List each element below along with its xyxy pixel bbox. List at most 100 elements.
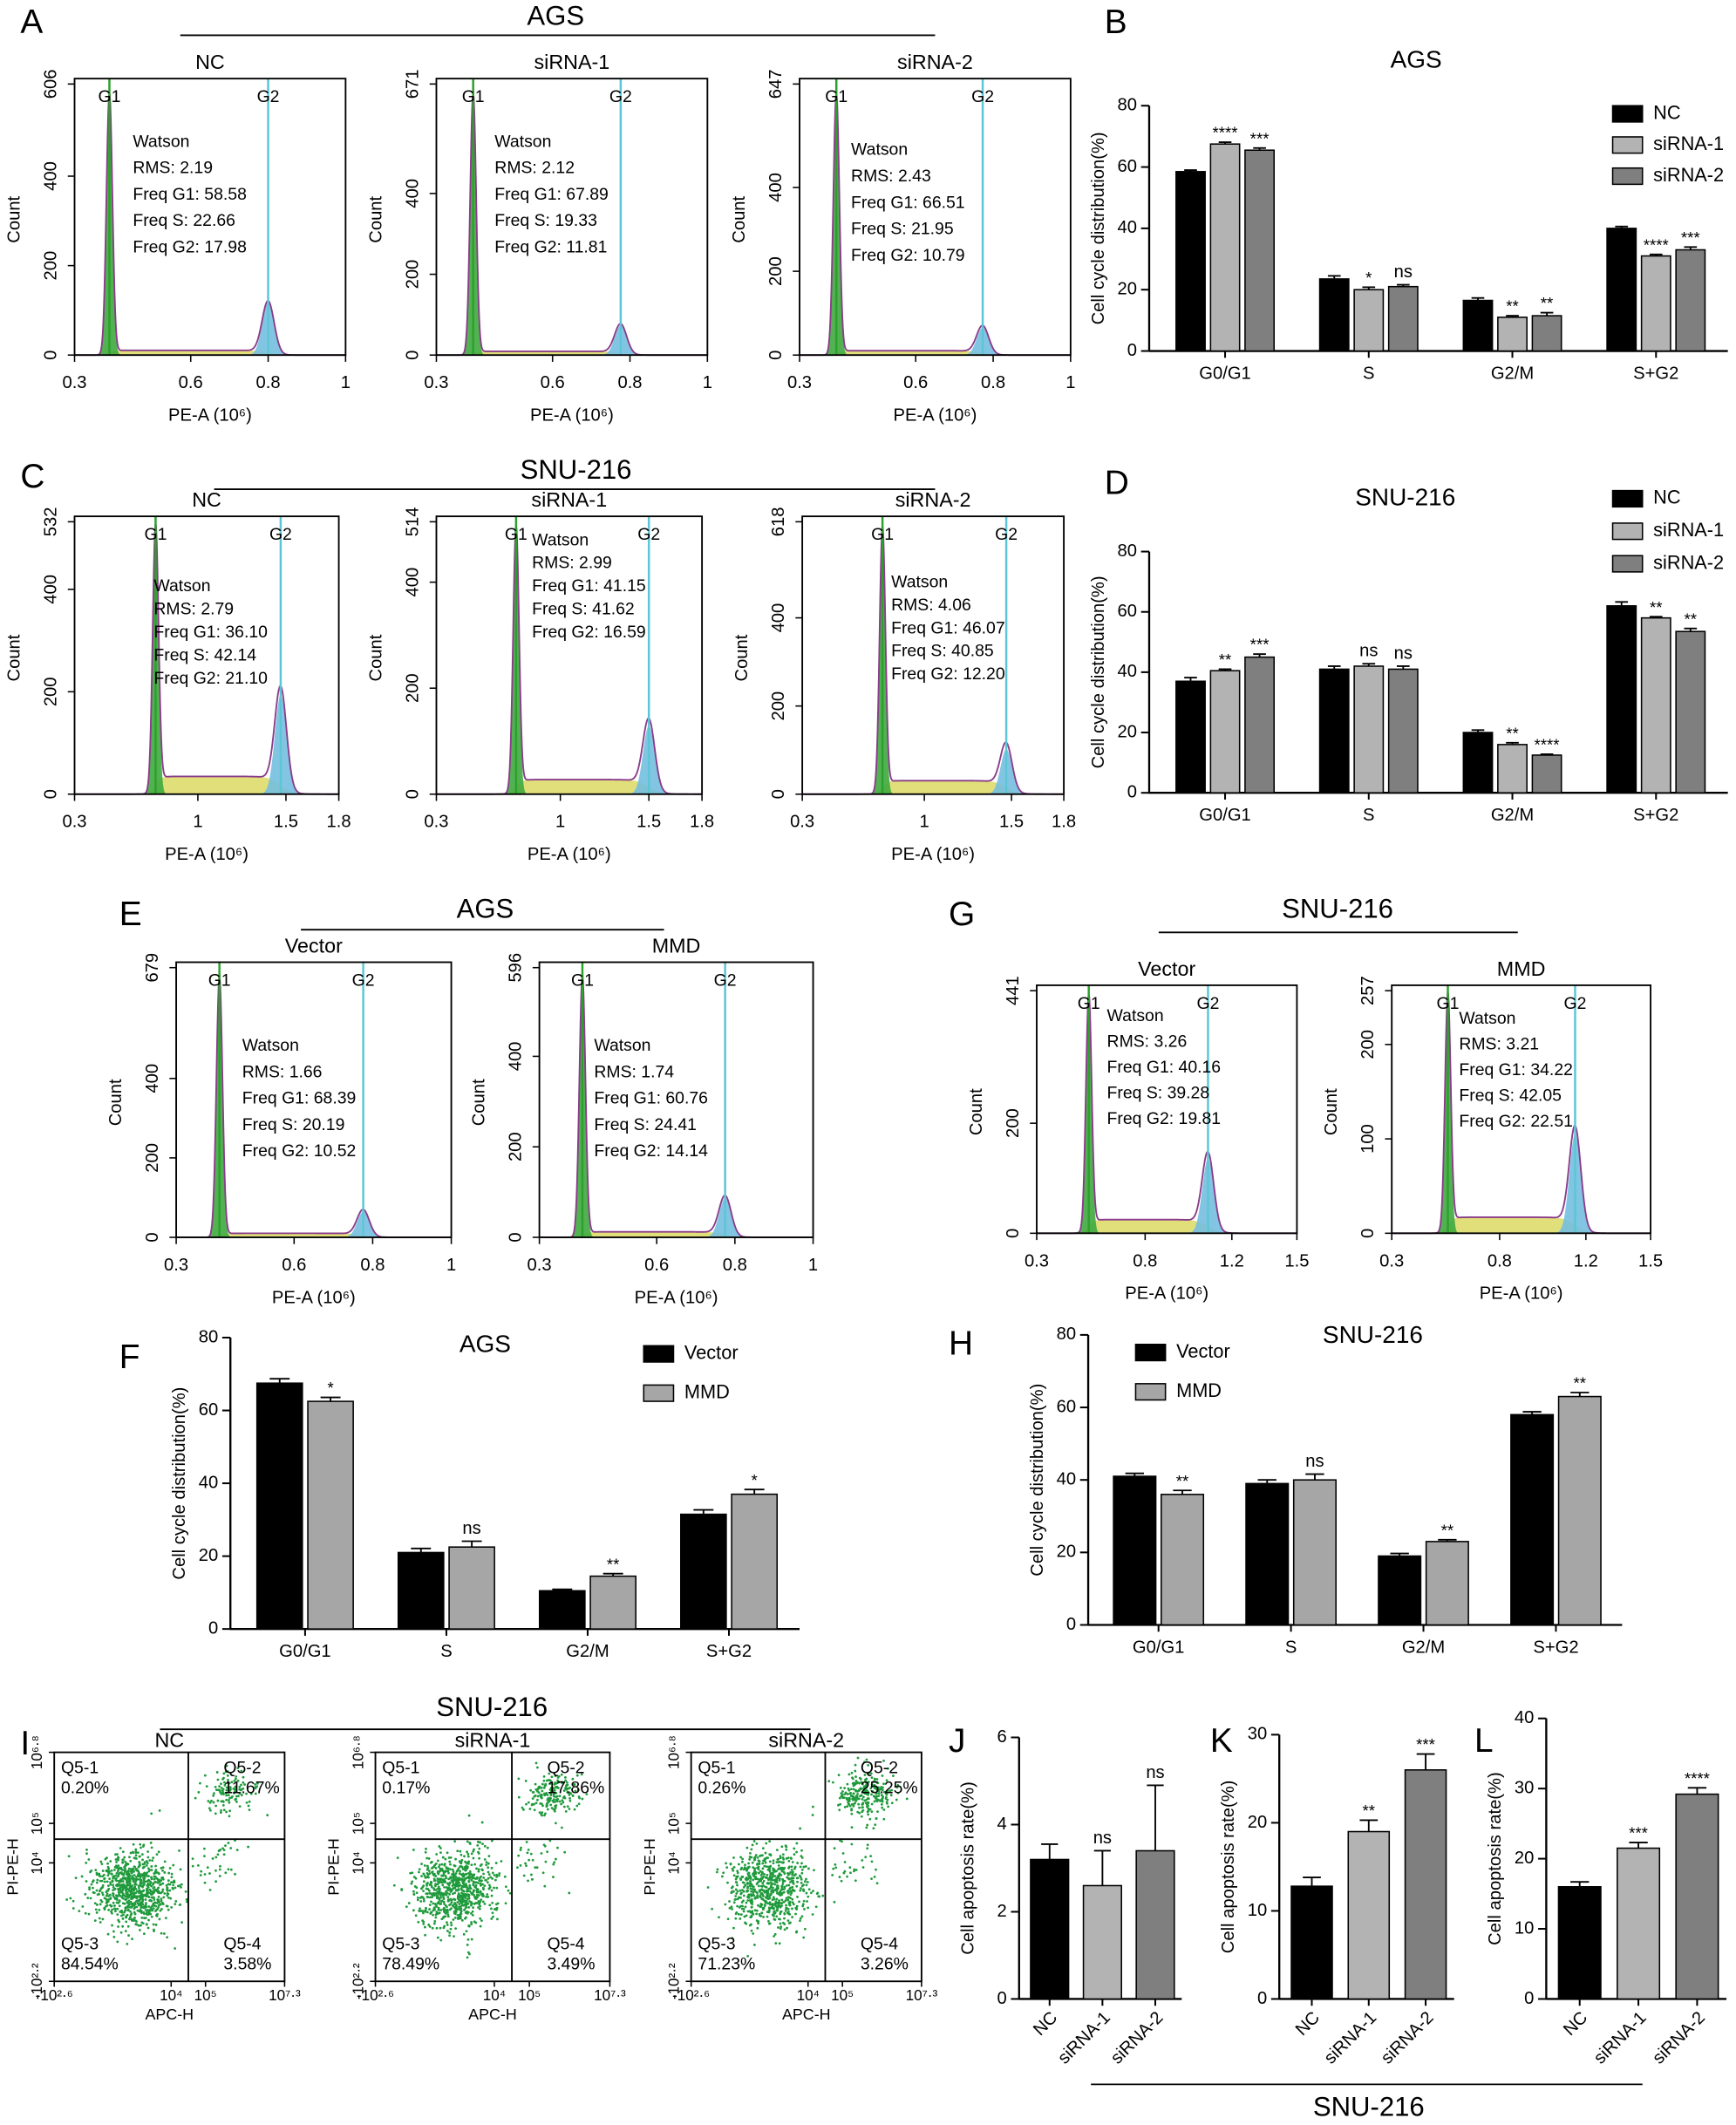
event-dot [476, 1843, 480, 1847]
event-dot [255, 1785, 259, 1788]
event-dot [821, 1894, 825, 1897]
event-dot [92, 1886, 94, 1890]
event-dot [445, 1870, 448, 1873]
event-dot [763, 1890, 766, 1893]
event-dot [858, 1788, 861, 1791]
event-dot [472, 1882, 475, 1885]
event-dot [751, 1884, 754, 1888]
event-dot [126, 1924, 130, 1928]
event-dot [112, 1936, 116, 1938]
event-dot [786, 1919, 790, 1923]
event-dot [419, 1900, 423, 1903]
event-dot [126, 1901, 129, 1904]
event-dot [95, 1871, 99, 1875]
event-dot [557, 1781, 561, 1784]
event-dot [770, 1889, 773, 1891]
event-dot [171, 1886, 174, 1890]
event-dot [460, 1887, 463, 1890]
event-dot [555, 1822, 557, 1825]
event-dot [790, 1865, 793, 1869]
event-dot [139, 1855, 141, 1858]
event-dot [861, 1790, 864, 1794]
plot-frame [1036, 984, 1298, 1235]
event-dot [142, 1883, 146, 1887]
quadrant-percent: 17.86% [547, 1779, 604, 1798]
event-dot [220, 1809, 222, 1812]
event-dot [85, 1880, 88, 1883]
event-dot [770, 1884, 773, 1888]
event-dot [734, 1917, 738, 1920]
event-dot [111, 1924, 113, 1927]
event-dot [137, 1851, 140, 1855]
peak-label: G2 [995, 525, 1018, 544]
event-dot [490, 1866, 494, 1870]
event-dot [813, 1869, 815, 1872]
event-dot [154, 1904, 158, 1908]
y-tick-label: 80 [1118, 541, 1137, 561]
event-dot [753, 1944, 756, 1946]
event-dot [125, 1881, 128, 1884]
event-dot [517, 1795, 521, 1799]
legend-label: siRNA-1 [1653, 133, 1724, 154]
event-dot [841, 1840, 843, 1843]
event-dot [98, 1874, 101, 1877]
event-dot [739, 1856, 742, 1859]
event-dot [761, 1847, 765, 1850]
event-dot [725, 1866, 729, 1870]
event-dot [132, 1851, 135, 1855]
stats-text: Watson [891, 572, 948, 591]
bar [1353, 665, 1385, 793]
event-dot [779, 1856, 782, 1860]
event-dot [443, 1907, 446, 1910]
event-dot [874, 1823, 877, 1826]
event-dot [868, 1771, 871, 1774]
event-dot [452, 1883, 455, 1886]
event-dot [550, 1807, 554, 1809]
event-dot [436, 1877, 439, 1880]
event-dot [238, 1805, 242, 1808]
event-dot [750, 1848, 753, 1851]
event-dot [536, 1795, 540, 1798]
event-dot [864, 1856, 868, 1859]
event-dot [870, 1877, 873, 1880]
event-dot [875, 1778, 879, 1781]
stats-text: Freq G1: 34.22 [1459, 1060, 1573, 1080]
event-dot [562, 1801, 565, 1804]
quadrant-percent: 0.20% [61, 1779, 109, 1798]
event-dot [734, 1888, 738, 1891]
event-dot [460, 1861, 463, 1864]
event-dot [524, 1779, 528, 1782]
event-dot [905, 1797, 909, 1801]
y-tick-label: 10⁴ [666, 1851, 683, 1874]
y-tick-label: 80 [199, 1327, 218, 1346]
event-dot [470, 1911, 473, 1915]
bar [1353, 289, 1385, 352]
panel-letter: C [20, 458, 44, 495]
event-dot [126, 1888, 129, 1890]
event-dot [118, 1904, 121, 1908]
event-cluster [191, 1839, 250, 1891]
bar [731, 1493, 778, 1630]
event-dot [861, 1810, 864, 1814]
y-tick-label: 40 [1515, 1708, 1534, 1727]
event-dot [227, 1794, 230, 1797]
event-dot [146, 1887, 149, 1890]
event-dot [139, 1842, 142, 1846]
x-tick-label: 1.8 [690, 813, 714, 832]
event-dot [769, 1864, 773, 1868]
bar [1175, 171, 1206, 352]
event-dot [775, 1897, 779, 1901]
event-dot [450, 1876, 453, 1879]
event-dot [248, 1800, 251, 1803]
event-dot [755, 1896, 758, 1899]
event-dot [146, 1909, 149, 1912]
event-dot [793, 1847, 796, 1850]
event-dot [146, 1856, 150, 1859]
event-dot [568, 1791, 571, 1795]
event-dot [528, 1858, 531, 1862]
event-dot [134, 1919, 137, 1923]
event-cluster [65, 1842, 188, 1950]
event-dot [453, 1840, 457, 1843]
event-dot [194, 1796, 197, 1800]
event-dot [140, 1846, 142, 1849]
